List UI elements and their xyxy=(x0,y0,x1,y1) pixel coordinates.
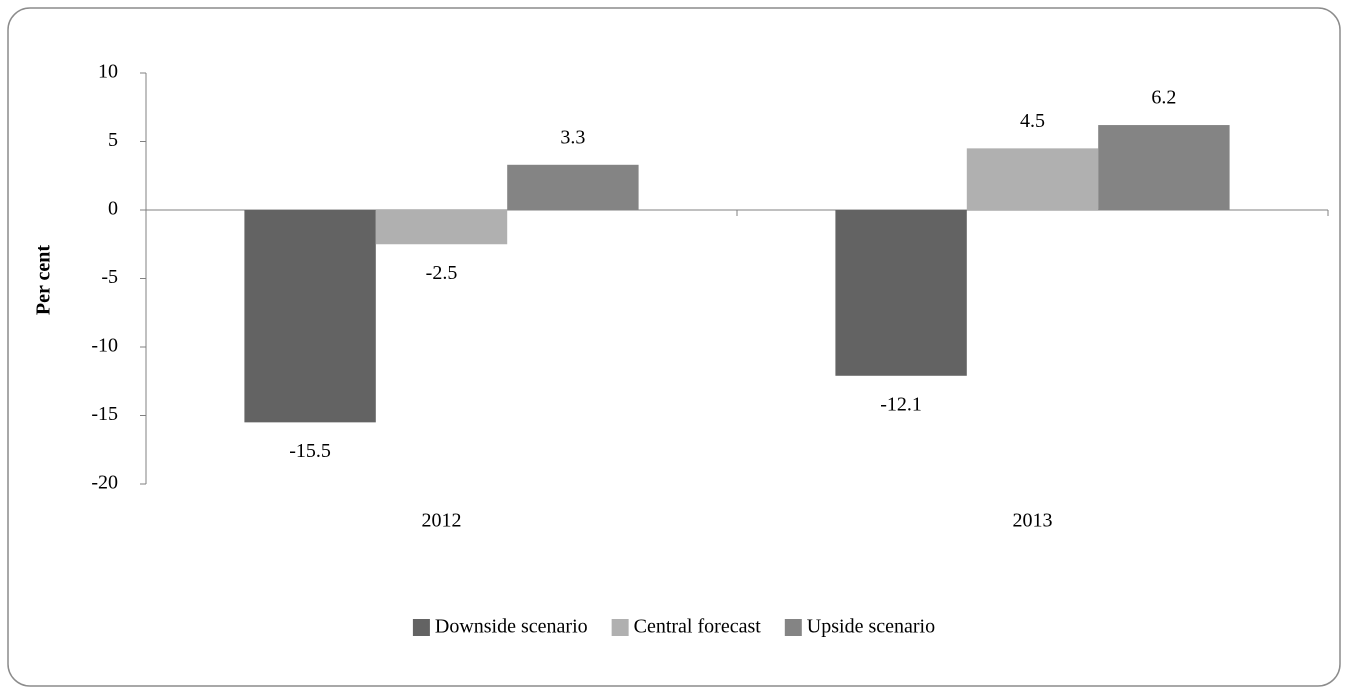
value-label: 3.3 xyxy=(560,126,585,148)
y-tick-label: -10 xyxy=(91,335,118,357)
legend-label: Downside scenario xyxy=(435,616,588,638)
y-tick-label: -5 xyxy=(101,266,118,288)
legend-swatch xyxy=(611,619,629,636)
bar xyxy=(835,210,967,376)
bar xyxy=(244,210,376,423)
bar xyxy=(1098,125,1230,210)
x-tick-label: 2013 xyxy=(1013,510,1053,532)
legend-label: Central forecast xyxy=(634,616,762,638)
legend-swatch xyxy=(784,619,802,636)
y-tick-label: 0 xyxy=(108,198,118,220)
bar xyxy=(507,164,639,210)
y-tick-label: -15 xyxy=(91,403,118,425)
bar xyxy=(375,210,508,245)
value-label: 4.5 xyxy=(1020,110,1045,132)
value-label: -12.1 xyxy=(880,393,922,415)
value-label: -2.5 xyxy=(426,262,458,284)
chart-frame xyxy=(7,7,1341,687)
legend-swatch xyxy=(412,619,430,636)
y-tick-label: -20 xyxy=(91,472,118,494)
value-label: 6.2 xyxy=(1151,87,1176,109)
y-tick-label: 10 xyxy=(98,61,118,83)
bar xyxy=(966,148,1099,210)
y-axis-title: Per cent xyxy=(33,245,55,315)
value-label: -15.5 xyxy=(289,440,331,462)
legend-item: Upside scenario xyxy=(784,616,935,638)
legend-item: Central forecast xyxy=(611,616,762,638)
legend-item: Downside scenario xyxy=(412,616,588,638)
x-tick-label: 2012 xyxy=(422,510,462,532)
y-tick-label: 5 xyxy=(108,129,118,151)
legend-label: Upside scenario xyxy=(807,616,935,638)
